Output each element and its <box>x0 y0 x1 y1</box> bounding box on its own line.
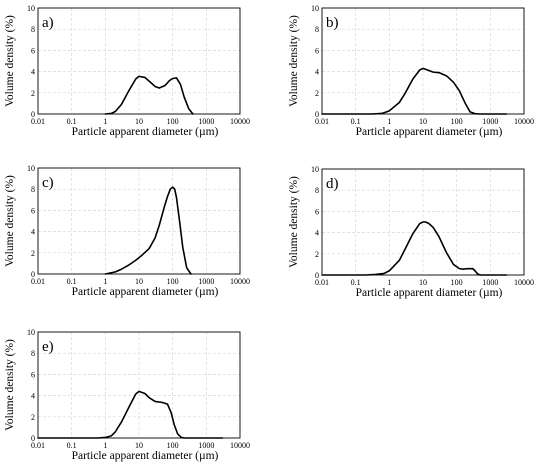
x-axis-label: Particle apparent diameter (µm) <box>72 286 219 298</box>
x-tick-label: 100 <box>167 117 179 126</box>
y-tick-label: 4 <box>31 228 35 237</box>
x-tick-label: 100 <box>451 278 463 287</box>
x-axis-label: Particle apparent diameter (µm) <box>72 126 219 138</box>
y-tick-label: 6 <box>31 206 35 215</box>
y-tick-label: 4 <box>315 68 319 77</box>
x-tick-label: 10000 <box>230 441 250 450</box>
x-axis-label: Particle apparent diameter (µm) <box>72 450 219 462</box>
y-tick-label: 8 <box>315 186 319 195</box>
x-tick-label: 1 <box>103 277 107 286</box>
panel-label: d) <box>326 176 339 192</box>
y-tick-label: 2 <box>31 89 35 98</box>
x-axis-label: Particle apparent diameter (µm) <box>356 126 503 138</box>
x-tick-label: 10000 <box>514 117 534 126</box>
y-tick-label: 10 <box>27 164 35 173</box>
y-tick-label: 0 <box>31 110 35 119</box>
y-tick-label: 2 <box>315 89 319 98</box>
series-line <box>104 75 194 115</box>
y-tick-label: 6 <box>315 46 319 55</box>
x-tick-label: 0.01 <box>315 278 329 287</box>
plot-frame <box>37 167 241 275</box>
y-axis-label: Volume density (%) <box>4 15 16 107</box>
x-tick-label: 1000 <box>482 117 498 126</box>
y-tick-label: 8 <box>315 25 319 34</box>
panel-label: e) <box>42 339 54 355</box>
plot-frame <box>321 7 525 115</box>
y-tick-label: 6 <box>31 46 35 55</box>
y-tick-label: 4 <box>315 229 319 238</box>
plot-frame <box>37 7 241 115</box>
y-axis-label: Volume density (%) <box>4 175 16 267</box>
x-tick-label: 0.1 <box>351 278 361 287</box>
x-tick-label: 0.01 <box>31 441 45 450</box>
x-tick-label: 1 <box>387 278 391 287</box>
y-tick-label: 8 <box>31 185 35 194</box>
x-axis-label: Particle apparent diameter (µm) <box>356 287 503 299</box>
x-tick-label: 1000 <box>198 277 214 286</box>
panel-label: b) <box>326 15 339 31</box>
x-tick-label: 1 <box>387 117 391 126</box>
x-tick-label: 100 <box>167 441 179 450</box>
y-tick-label: 8 <box>31 349 35 358</box>
y-axis-label: Volume density (%) <box>4 339 16 431</box>
x-tick-label: 10000 <box>514 278 534 287</box>
series-line <box>37 390 224 439</box>
x-tick-label: 10 <box>135 117 143 126</box>
chart-panel-d: 0 2 4 6 8 10 0.01 0.1 1 10 100 1000 10000 d) Particle … <box>288 165 534 299</box>
chart-panel-a: 0 2 4 6 8 10 0.01 0.1 1 10 100 1000 10000 a) Particle … <box>4 4 250 138</box>
x-tick-label: 10 <box>135 441 143 450</box>
x-tick-label: 10 <box>419 117 427 126</box>
series-line <box>104 186 192 275</box>
x-tick-label: 0.1 <box>351 117 361 126</box>
chart-panel-e: 0 2 4 6 8 10 0.01 0.1 1 10 100 1000 10000 e) Particle … <box>4 328 250 462</box>
x-tick-label: 100 <box>451 117 463 126</box>
plot-frame <box>37 331 241 439</box>
x-tick-label: 1 <box>103 117 107 126</box>
y-axis-label: Volume density (%) <box>288 176 300 268</box>
y-tick-label: 10 <box>27 4 35 13</box>
x-tick-label: 0.1 <box>67 117 77 126</box>
y-tick-label: 10 <box>311 4 319 13</box>
y-tick-label: 6 <box>315 207 319 216</box>
x-tick-label: 10 <box>419 278 427 287</box>
x-tick-label: 10 <box>135 277 143 286</box>
y-tick-label: 0 <box>31 434 35 443</box>
series-line <box>321 67 508 115</box>
y-tick-label: 4 <box>31 68 35 77</box>
series-line <box>321 221 508 276</box>
x-tick-label: 1 <box>103 441 107 450</box>
y-tick-label: 0 <box>315 271 319 280</box>
y-tick-label: 2 <box>31 249 35 258</box>
y-axis-label: Volume density (%) <box>288 15 300 107</box>
plot-frame <box>321 168 525 276</box>
x-tick-label: 100 <box>167 277 179 286</box>
chart-panel-c: 0 2 4 6 8 10 0.01 0.1 1 10 100 1000 10000 c) Particle … <box>4 164 250 298</box>
x-tick-label: 0.01 <box>31 117 45 126</box>
y-tick-label: 2 <box>31 413 35 422</box>
x-tick-label: 0.1 <box>67 441 77 450</box>
x-tick-label: 0.01 <box>31 277 45 286</box>
x-tick-label: 10000 <box>230 117 250 126</box>
x-tick-label: 0.01 <box>315 117 329 126</box>
y-tick-label: 6 <box>31 370 35 379</box>
y-tick-label: 4 <box>31 392 35 401</box>
y-tick-label: 0 <box>31 270 35 279</box>
x-tick-label: 1000 <box>198 441 214 450</box>
x-tick-label: 10000 <box>230 277 250 286</box>
y-tick-label: 0 <box>315 110 319 119</box>
y-tick-label: 10 <box>27 328 35 337</box>
chart-panel-b: 0 2 4 6 8 10 0.01 0.1 1 10 100 1000 10000 b) Particle … <box>288 4 534 138</box>
x-tick-label: 1000 <box>198 117 214 126</box>
panel-label: c) <box>42 175 54 191</box>
y-tick-label: 10 <box>311 165 319 174</box>
x-tick-label: 1000 <box>482 278 498 287</box>
y-tick-label: 8 <box>31 25 35 34</box>
panel-label: a) <box>42 15 54 31</box>
y-tick-label: 2 <box>315 250 319 259</box>
x-tick-label: 0.1 <box>67 277 77 286</box>
